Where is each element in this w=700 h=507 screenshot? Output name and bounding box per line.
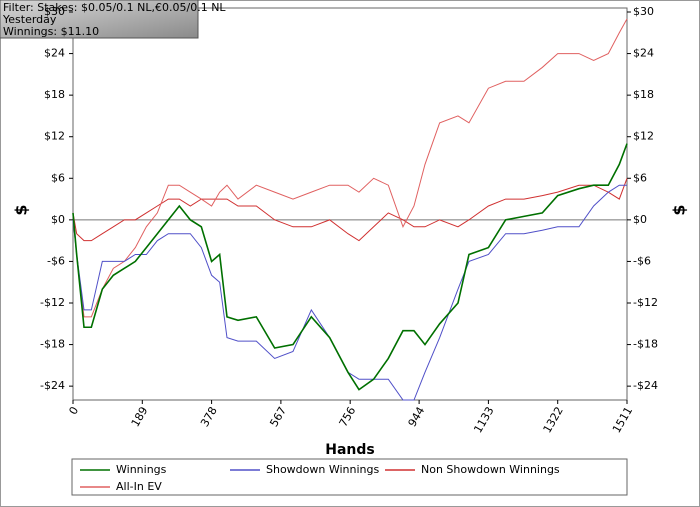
filter-text: Winnings: $11.10: [3, 25, 99, 38]
y2-tick-label: $30: [633, 5, 654, 18]
series-line: [72, 143, 628, 391]
y2-tick-label: -$24: [633, 379, 658, 392]
legend-label: Non Showdown Winnings: [421, 463, 560, 476]
y-axis-label: $: [12, 204, 31, 215]
y-tick-label: -$24: [40, 379, 65, 392]
y-tick-label: $6: [51, 171, 65, 184]
filter-box: [0, 0, 199, 39]
series-line: [72, 18, 628, 318]
y2-tick-label: $12: [633, 130, 654, 143]
plot-area: [72, 7, 628, 401]
y-tick-label: -$12: [40, 296, 65, 309]
y2-tick-label: $0: [633, 213, 647, 226]
y2-tick-label: $6: [633, 171, 647, 184]
y2-tick-label: $18: [633, 88, 654, 101]
y-tick-label: $12: [44, 130, 65, 143]
y2-tick-label: -$12: [633, 296, 658, 309]
legend: [71, 458, 628, 496]
y-tick-label: -$18: [40, 338, 65, 351]
filter-text: Yesterday: [2, 13, 57, 26]
y2-axis-label: $: [670, 204, 689, 215]
y-tick-label: -$6: [47, 254, 65, 267]
y-tick-label: $24: [44, 47, 65, 60]
x-axis-label: Hands: [325, 442, 375, 458]
y-tick-label: $18: [44, 88, 65, 101]
y-tick-label: $0: [51, 213, 65, 226]
filter-text: Filter: Stakes: $0.05/0.1 NL,€0.05/0.1 N…: [3, 1, 226, 14]
legend-label: Showdown Winnings: [266, 463, 380, 476]
y-tick-label: $30: [44, 5, 65, 18]
y2-tick-label: -$6: [633, 254, 651, 267]
series-line: [72, 178, 628, 242]
legend-label: All-In EV: [116, 480, 162, 493]
y2-tick-label: $24: [633, 47, 654, 60]
y2-tick-label: -$18: [633, 338, 658, 351]
series-line: [72, 184, 627, 401]
legend-label: Winnings: [116, 463, 167, 476]
